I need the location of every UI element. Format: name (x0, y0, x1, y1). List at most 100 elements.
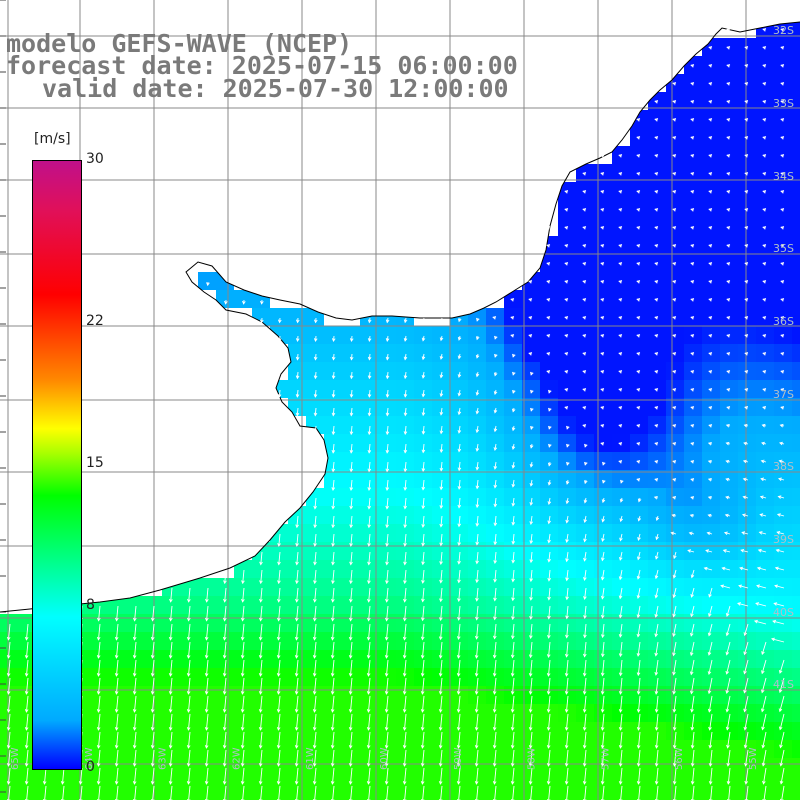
wind-speed-cell (576, 704, 594, 722)
wind-speed-cell (774, 776, 792, 794)
wind-arrow (776, 513, 785, 517)
wind-arrow (385, 443, 390, 454)
longitude-label: 58W (527, 747, 538, 770)
wind-speed-cell (594, 452, 612, 470)
wind-speed-cell (342, 434, 360, 452)
wind-arrow (654, 172, 659, 176)
wind-arrow (761, 713, 767, 731)
wind-arrow (60, 767, 65, 785)
wind-arrow (737, 602, 749, 607)
wind-speed-cell (558, 650, 576, 668)
wind-arrow (312, 605, 317, 622)
wind-speed-cell (450, 722, 468, 740)
wind-arrow (690, 695, 695, 713)
wind-arrow (618, 785, 623, 800)
wind-speed-cell (522, 362, 540, 380)
wind-arrow (708, 262, 713, 266)
wind-speed-cell (126, 740, 144, 758)
wind-arrow (366, 749, 371, 767)
wind-arrow (654, 623, 659, 638)
wind-arrow (438, 641, 443, 659)
wind-arrow (708, 244, 713, 248)
wind-arrow (529, 497, 534, 506)
wind-arrow (241, 587, 245, 603)
wind-speed-cell (756, 416, 774, 434)
wind-speed-cell (486, 452, 504, 470)
wind-speed-cell (396, 380, 414, 398)
wind-speed-cell (666, 578, 684, 596)
wind-arrow (438, 785, 443, 800)
wind-speed-cell (432, 776, 450, 794)
coastline-path (0, 21, 800, 613)
wind-arrow (6, 641, 11, 659)
wind-speed-cell (378, 524, 396, 542)
wind-arrow (762, 64, 767, 68)
wind-speed-cell (450, 776, 468, 794)
wind-speed-cell (360, 398, 378, 416)
wind-speed-cell (756, 542, 774, 560)
wind-speed-cell (414, 632, 432, 650)
wind-arrow (672, 226, 677, 230)
wind-speed-cell (792, 254, 800, 272)
wind-speed-cell (738, 416, 756, 434)
wind-speed-cell (738, 650, 756, 668)
wind-arrow (726, 352, 731, 356)
wind-speed-cell (540, 506, 558, 524)
wind-arrow (276, 623, 281, 641)
wind-arrow (475, 407, 480, 415)
wind-speed-cell (414, 398, 432, 416)
longitude-label: 65W (10, 747, 21, 770)
wind-speed-cell (576, 776, 594, 794)
wind-arrow (778, 459, 785, 464)
wind-speed-cell (792, 758, 800, 776)
wind-arrow (672, 334, 677, 338)
wind-arrow (780, 406, 785, 410)
wind-arrow (403, 407, 408, 417)
wind-arrow (313, 407, 318, 417)
wind-speed-cell (360, 722, 378, 740)
wind-arrow (547, 623, 551, 639)
wind-arrow (672, 677, 677, 695)
wind-speed-cell (702, 722, 720, 740)
wind-speed-cell (270, 704, 288, 722)
wind-arrow (258, 605, 263, 622)
wind-speed-cell (324, 380, 342, 398)
wind-speed-cell (792, 344, 800, 362)
wind-speed-cell (702, 542, 720, 560)
wind-arrow (690, 136, 695, 140)
wind-arrow (548, 443, 552, 448)
wind-arrow (582, 262, 587, 266)
wind-arrow (24, 767, 29, 785)
wind-arrow (654, 352, 659, 356)
wind-arrow (743, 441, 749, 446)
wind-speed-cell (378, 362, 396, 380)
wind-speed-cell (540, 380, 558, 398)
wind-arrow (600, 587, 605, 600)
colorbar-tick-label: 15 (86, 455, 104, 471)
wind-arrow (438, 677, 443, 695)
wind-speed-cell (432, 488, 450, 506)
wind-arrow (756, 566, 767, 571)
wind-speed-cell (576, 470, 594, 488)
wind-speed-cell (396, 452, 414, 470)
wind-arrow (242, 299, 246, 305)
wind-arrow (636, 442, 641, 446)
wind-arrow (720, 584, 731, 589)
wind-speed-cell (792, 668, 800, 686)
wind-speed-cell (90, 740, 108, 758)
wind-speed-cell (270, 776, 288, 794)
wind-arrow (744, 82, 749, 86)
wind-speed-cell (252, 740, 270, 758)
wind-speed-cell (342, 452, 360, 470)
wind-arrow (600, 244, 605, 248)
wind-arrow (403, 497, 408, 510)
wind-speed-cell (738, 434, 756, 452)
wind-speed-cell (378, 668, 396, 686)
wind-speed-cell (504, 596, 522, 614)
wind-speed-cell (756, 740, 774, 758)
wind-speed-cell (342, 416, 360, 434)
wind-speed-cell (720, 506, 738, 524)
wind-arrow (689, 623, 695, 637)
wind-arrow (530, 407, 534, 412)
